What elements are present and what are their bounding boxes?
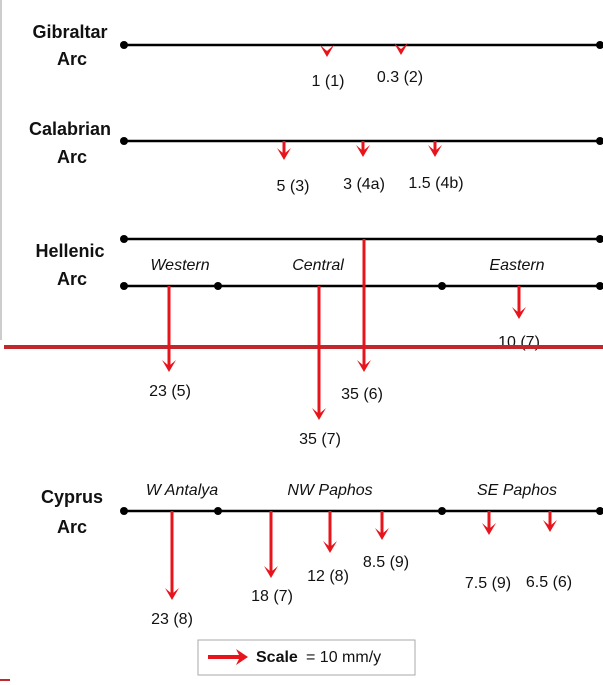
arc-name: Arc [57,49,87,69]
legend-label: Scale [256,649,298,666]
rate-label: 35 (7) [299,431,341,448]
node-dot [214,282,222,290]
rate-label: 6.5 (6) [526,574,572,591]
legend-arrow-head [236,649,248,665]
arc-name: Arc [57,269,87,289]
arc-name: Arc [57,517,87,537]
arrow-head [512,307,526,319]
node-dot [596,282,603,290]
node-dot [596,507,603,515]
node-dot [120,235,128,243]
arrow-head [394,43,408,55]
arc-name: Cyprus [41,487,103,507]
node-dot [596,41,603,49]
segment-label: Eastern [489,257,544,274]
rate-label: 5 (3) [277,178,310,195]
arrow-head [165,588,179,600]
arrow-head [162,360,176,372]
segment-label: Western [150,257,209,274]
node-dot [120,41,128,49]
node-dot [438,507,446,515]
rate-label: 18 (7) [251,588,293,605]
node-dot [438,282,446,290]
arrow-head [482,523,496,535]
rate-label: 23 (5) [149,383,191,400]
rate-label: 35 (6) [341,386,383,403]
legend-text: = 10 mm/y [306,649,381,666]
node-dot [596,137,603,145]
arc-name: Arc [57,147,87,167]
arrow-head [428,145,442,157]
rate-label: 8.5 (9) [363,554,409,571]
segment-label: SE Paphos [477,482,557,499]
rate-label: 3 (4a) [343,176,385,193]
rate-label: 1 (1) [312,73,345,90]
rate-label: 0.3 (2) [377,69,423,86]
arrow-head [264,566,278,578]
node-dot [120,137,128,145]
arrow-head [277,148,291,160]
arrow-head [357,360,371,372]
arrow-head [312,408,326,420]
base-lines [124,43,600,513]
node-dot [120,282,128,290]
rate-label: 1.5 (4b) [408,175,463,192]
node-dot [214,507,222,515]
node-dot [120,507,128,515]
segment-label: Central [292,257,344,274]
arc-name: Calabrian [29,119,111,139]
rate-label: 7.5 (9) [465,575,511,592]
arrow-head [375,528,389,540]
arc-name: Hellenic [35,241,104,261]
node-dot [596,235,603,243]
rate-label: 23 (8) [151,611,193,628]
segment-label: NW Paphos [287,482,372,499]
rate-label: 12 (8) [307,568,349,585]
divider [4,345,603,349]
segment-label: W Antalya [146,482,218,499]
arrow-head [356,145,370,157]
arc-name: Gibraltar [32,22,107,42]
arrow-head [320,45,334,57]
arrow-head [543,520,557,532]
arrow-head [323,541,337,553]
